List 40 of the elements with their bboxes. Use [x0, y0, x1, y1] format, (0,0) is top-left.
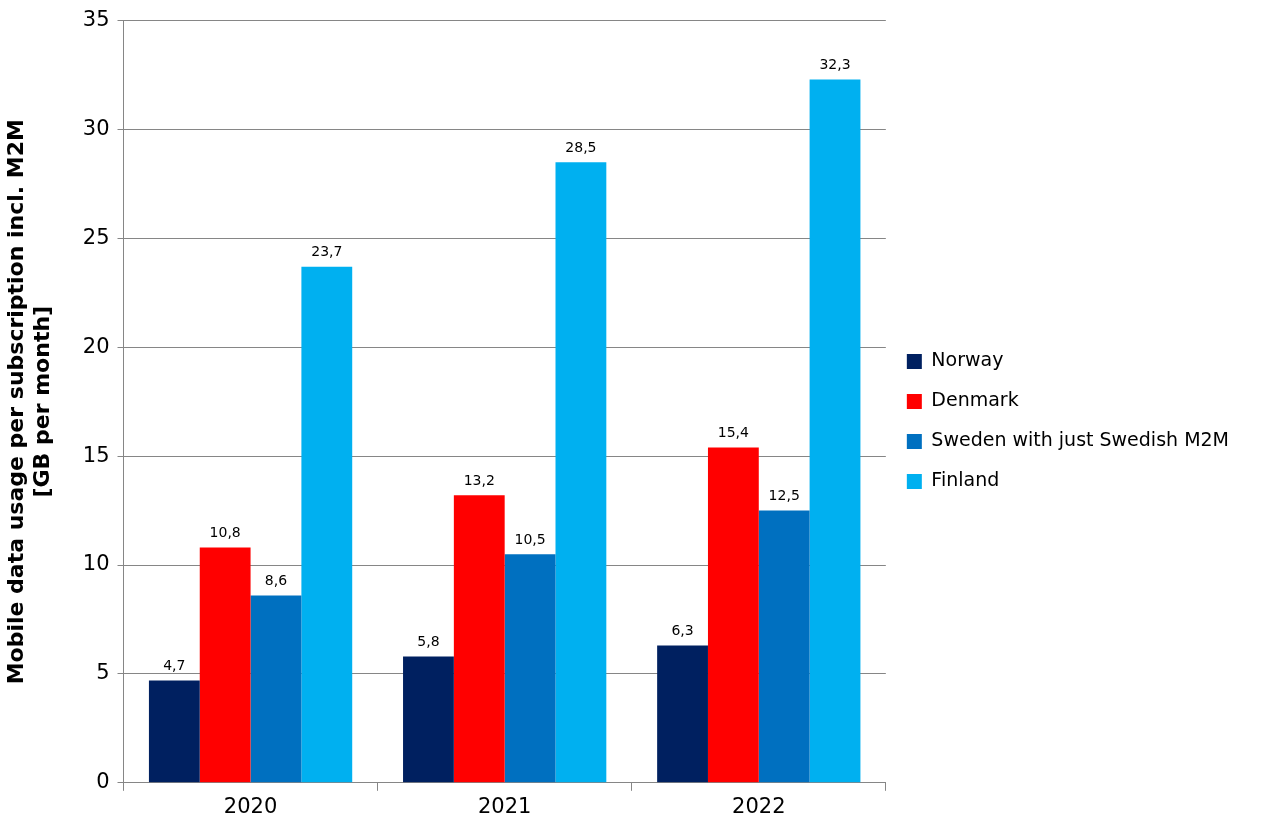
y-axis-title: Mobile data usage per subscription incl. M2M [GB per month]: [2, 119, 55, 685]
bar: [199, 547, 251, 783]
bar: [250, 595, 302, 783]
data-label: 5,8: [417, 633, 440, 650]
data-label: 28,5: [565, 138, 597, 155]
data-label: 4,7: [163, 657, 186, 674]
bar: [809, 79, 861, 783]
x-tick-label: 2021: [477, 793, 532, 818]
bar: [555, 162, 607, 783]
bar: [403, 656, 454, 783]
legend-label: Norway: [931, 348, 1004, 371]
bar: [758, 510, 810, 783]
data-label: 10,5: [514, 530, 546, 547]
y-tick-label: 30: [82, 115, 110, 140]
data-label: 8,6: [264, 572, 288, 589]
y-tick-label: 5: [96, 660, 110, 685]
data-label: 15,4: [717, 424, 750, 441]
y-tick-label: 20: [82, 333, 110, 358]
x-tick-label: 2022: [732, 793, 786, 818]
bar: [504, 554, 556, 783]
bar: [707, 447, 759, 783]
data-label: 10,8: [209, 524, 241, 541]
y-tick-label: 0: [96, 769, 110, 794]
legend-label: Denmark: [931, 388, 1019, 411]
y-tick-label: 10: [82, 551, 110, 576]
legend-label: Sweden with just Swedish M2M: [931, 428, 1230, 451]
data-label: 13,2: [463, 471, 495, 488]
data-label: 23,7: [311, 243, 343, 260]
y-tick-label: 15: [82, 442, 110, 467]
y-tick-label: 35: [82, 7, 110, 32]
data-label: 6,3: [671, 622, 694, 639]
bar: [301, 266, 353, 783]
bar: [453, 495, 505, 783]
bar: [657, 645, 708, 783]
data-label: 32,3: [819, 56, 851, 73]
legend-label: Finland: [931, 468, 1000, 491]
x-tick-label: 2020: [223, 793, 278, 818]
bar: [148, 680, 200, 783]
data-label: 12,5: [768, 487, 800, 504]
y-tick-label: 25: [82, 224, 110, 249]
